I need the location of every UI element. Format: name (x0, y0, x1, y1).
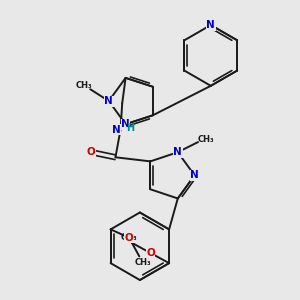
Text: O: O (87, 147, 95, 157)
Text: CH₃: CH₃ (197, 135, 214, 144)
Text: CH₃: CH₃ (134, 258, 151, 267)
Text: N: N (206, 20, 215, 30)
Text: CH₃: CH₃ (76, 81, 92, 90)
Text: N: N (112, 124, 121, 135)
Text: N: N (104, 96, 113, 106)
Text: N: N (121, 119, 130, 129)
Text: CH₃: CH₃ (120, 233, 137, 242)
Text: N: N (173, 147, 182, 157)
Text: N: N (190, 170, 199, 180)
Text: H: H (126, 123, 134, 133)
Text: O: O (125, 233, 134, 243)
Text: O: O (146, 248, 155, 258)
